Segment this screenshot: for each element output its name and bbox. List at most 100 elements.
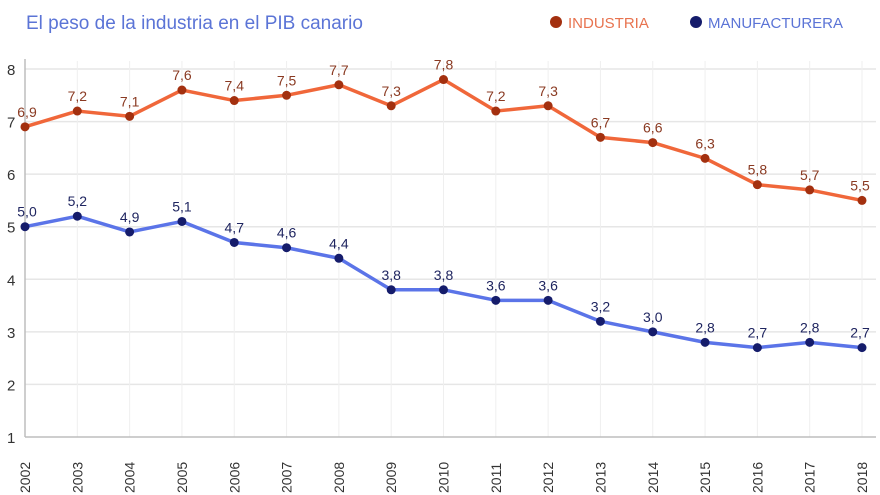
data-point (386, 285, 396, 295)
x-tick-label: 2016 (749, 462, 765, 493)
data-label: 3,0 (643, 309, 663, 325)
data-label: 5,2 (68, 193, 88, 209)
data-label: 4,6 (277, 225, 297, 241)
legend-item-manufacturera[interactable]: MANUFACTURERA (690, 15, 843, 32)
data-point (491, 106, 501, 116)
data-label: 7,2 (486, 88, 506, 104)
series-group: 6,9 7,2 7,1 7,6 7,4 7,5 7,7 7,3 7,8 7,2 7,3 6,7 6,6 6… (17, 57, 870, 353)
data-point (543, 295, 553, 305)
data-point (177, 216, 187, 226)
y-tick-label: 7 (7, 115, 15, 132)
data-label: 7,1 (120, 93, 140, 109)
data-label: 6,3 (695, 135, 715, 151)
data-label: 7,3 (381, 83, 401, 99)
data-point (805, 337, 815, 347)
data-point (229, 96, 239, 106)
y-tick-label: 1 (7, 430, 15, 447)
x-tick-label: 2002 (17, 462, 33, 493)
data-point (334, 253, 344, 263)
axes (24, 59, 876, 438)
data-label: 7,7 (329, 62, 349, 78)
data-point (282, 243, 292, 253)
data-point (282, 90, 292, 100)
gridlines (25, 61, 876, 437)
data-label: 7,4 (225, 78, 245, 94)
x-tick-label: 2017 (802, 462, 818, 493)
data-label: 2,8 (695, 319, 715, 335)
data-label: 5,1 (172, 198, 192, 214)
data-label: 3,8 (434, 267, 454, 283)
data-label: 4,4 (329, 235, 349, 251)
legend: INDUSTRIA MANUFACTURERA (550, 15, 843, 32)
data-label: 7,2 (68, 88, 88, 104)
x-tick-label: 2012 (540, 462, 556, 493)
data-point (439, 285, 448, 295)
data-point (700, 337, 710, 347)
x-tick-label: 2007 (279, 462, 295, 493)
data-point (125, 227, 135, 237)
data-point (857, 195, 867, 205)
y-tick-label: 5 (7, 220, 15, 237)
data-label: 7,3 (538, 83, 558, 99)
y-tick-label: 3 (7, 325, 15, 342)
legend-label-manufacturera: MANUFACTURERA (708, 15, 843, 32)
chart-title: El peso de la industria en el PIB canari… (26, 13, 363, 34)
data-label: 6,9 (17, 104, 37, 120)
x-tick-label: 2013 (592, 462, 608, 493)
data-label: 5,0 (17, 204, 37, 220)
data-label: 3,8 (381, 267, 401, 283)
data-point (648, 138, 658, 148)
y-tick-label: 2 (7, 377, 15, 394)
data-label: 2,8 (800, 319, 820, 335)
legend-item-industria[interactable]: INDUSTRIA (550, 15, 649, 32)
data-point (752, 343, 762, 353)
legend-marker-manufacturera (690, 16, 702, 28)
data-point (20, 222, 30, 232)
data-label: 7,6 (172, 67, 192, 83)
series-manufacturera: 5,0 5,2 4,9 5,1 4,7 4,6 4,4 3,8 3,8 3,6 3,6 3,2 3,0 2… (17, 193, 870, 353)
data-label: 4,7 (225, 219, 245, 235)
x-tick-label: 2014 (645, 462, 661, 493)
series-industria: 6,9 7,2 7,1 7,6 7,4 7,5 7,7 7,3 7,8 7,2 7,3 6,7 6,6 6… (17, 57, 870, 205)
x-tick-label: 2005 (174, 462, 190, 493)
x-tick-label: 2010 (436, 462, 452, 493)
data-point (177, 85, 187, 95)
data-label: 5,8 (748, 162, 768, 178)
data-point (805, 185, 815, 195)
data-point (386, 101, 396, 111)
data-label: 5,7 (800, 167, 820, 183)
y-tick-label: 8 (7, 62, 15, 79)
data-point (72, 106, 82, 116)
data-label: 3,6 (538, 277, 558, 293)
data-point (595, 316, 605, 326)
data-label: 7,8 (434, 57, 454, 73)
data-label: 6,7 (591, 114, 611, 130)
data-label: 2,7 (850, 325, 870, 341)
y-axis-ticks: 1 2 3 4 5 6 7 8 (7, 62, 15, 447)
data-point (857, 343, 867, 353)
x-tick-label: 2015 (697, 462, 713, 493)
data-label: 5,5 (850, 177, 870, 193)
data-point (543, 101, 553, 111)
x-tick-label: 2004 (122, 462, 138, 493)
y-tick-label: 6 (7, 167, 15, 184)
data-point (752, 180, 762, 190)
data-point (334, 80, 344, 90)
data-label: 3,6 (486, 277, 506, 293)
data-point (700, 153, 710, 163)
data-point (20, 122, 30, 132)
x-tick-label: 2011 (488, 463, 504, 493)
x-tick-label: 2018 (854, 462, 870, 493)
data-label: 4,9 (120, 209, 140, 225)
data-point (229, 237, 239, 247)
data-point (125, 111, 135, 121)
data-point (439, 75, 448, 85)
data-label: 2,7 (748, 325, 768, 341)
x-tick-label: 2003 (69, 462, 85, 493)
legend-marker-industria (550, 16, 562, 28)
data-point (72, 211, 82, 221)
y-tick-label: 4 (7, 272, 15, 289)
x-tick-label: 2009 (383, 462, 399, 493)
x-tick-label: 2008 (331, 462, 347, 493)
